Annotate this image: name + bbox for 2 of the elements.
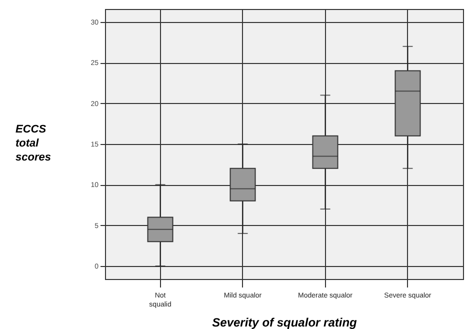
x-axis-title: Severity of squalor rating bbox=[212, 316, 358, 329]
y-axis-title: ECCS total scores bbox=[16, 124, 51, 164]
